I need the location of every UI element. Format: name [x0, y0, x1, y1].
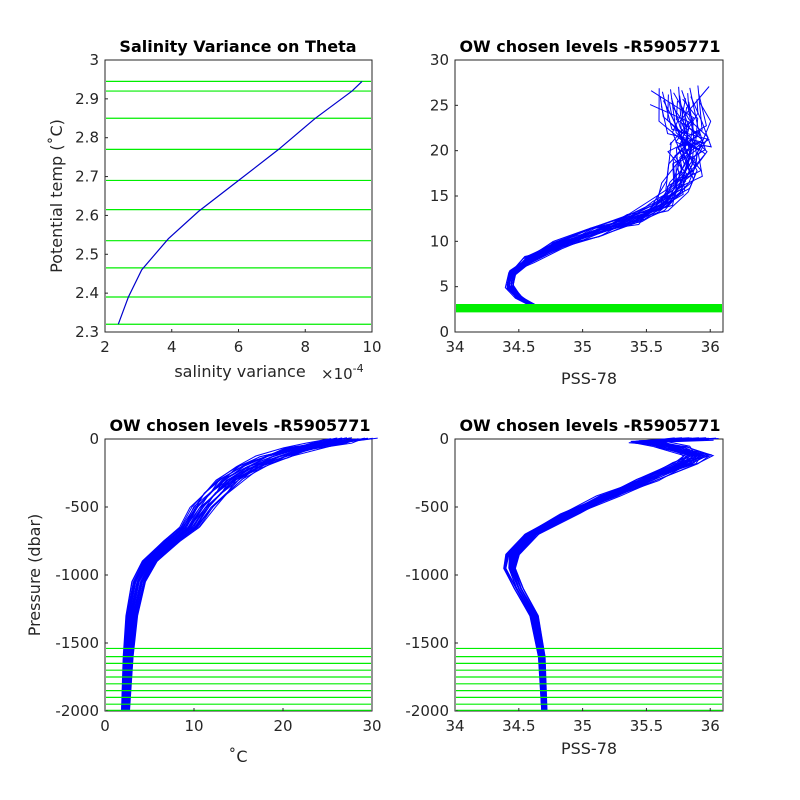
x-tick-label: 35.5: [630, 717, 663, 735]
x-axis-label: PSS-78: [561, 369, 617, 388]
x-axis-label: ˚C: [228, 747, 247, 766]
y-tick-label: -500: [65, 498, 99, 516]
x-tick-label: 34: [445, 338, 464, 356]
y-tick-label: 2.7: [75, 168, 99, 186]
axes-frame: [104, 59, 373, 333]
y-tick-label: 30: [430, 51, 449, 69]
float-profile-line: [513, 437, 717, 712]
x-tick-label: 10: [362, 338, 381, 356]
y-tick-label: 0: [439, 323, 449, 341]
x-tick-label: 10: [184, 717, 203, 735]
x-tick-label: 35.5: [630, 338, 663, 356]
x-exponent-label: ×10-4: [321, 362, 364, 383]
x-tick-label: 36: [701, 717, 720, 735]
x-tick-label: 2: [100, 338, 110, 356]
y-tick-label: -500: [415, 498, 449, 516]
x-tick-label: 36: [701, 338, 720, 356]
y-tick-label: 2.5: [75, 245, 99, 263]
x-tick-label: 35: [573, 717, 592, 735]
x-tick-label: 8: [300, 338, 310, 356]
y-axis-label: Pressure (dbar): [25, 514, 44, 637]
x-tick-label: 35: [573, 338, 592, 356]
chart-title: Salinity Variance on Theta: [119, 37, 356, 56]
x-tick-label: 4: [167, 338, 177, 356]
panel-salinity-pressure: 34 34.5 35 35.5 36 -2000 -1500 -1000 -500 0 OW c…: [405, 416, 724, 758]
y-tick-label: -2000: [405, 702, 449, 720]
y-tick-label: 2.8: [75, 129, 99, 147]
chart-title: OW chosen levels -R5905771: [459, 37, 720, 56]
panel-salinity-variance: 2 4 6 8 10 2.3 2.4 2.5 2.6 2.7 2.8 2.9 3 Salinity V…: [47, 37, 382, 383]
y-tick-label: -2000: [55, 702, 99, 720]
y-tick-label: 15: [430, 187, 449, 205]
variance-curve: [117, 80, 363, 325]
float-profile-line: [512, 98, 708, 312]
x-tick-label: 34: [445, 717, 464, 735]
y-tick-label: -1500: [55, 634, 99, 652]
y-tick-label: 5: [439, 278, 449, 296]
chart-title: OW chosen levels -R5905771: [109, 416, 370, 435]
y-tick-label: -1000: [405, 566, 449, 584]
y-tick-label: 2.9: [75, 90, 99, 108]
x-tick-label: 34.5: [502, 717, 535, 735]
axes-frame: [454, 59, 724, 333]
x-tick-label: 20: [273, 717, 292, 735]
y-tick-label: 25: [430, 96, 449, 114]
y-tick-label: -1500: [405, 634, 449, 652]
x-axis-label: PSS-78: [561, 739, 617, 758]
panel-temperature-pressure: 0 10 20 30 -2000 -1500 -1000 -500 0 OW chosen l…: [25, 416, 382, 766]
y-tick-label: 0: [89, 430, 99, 448]
x-tick-label: 34.5: [502, 338, 535, 356]
chart-title: OW chosen levels -R5905771: [459, 416, 720, 435]
x-exponent-power: -4: [353, 362, 364, 375]
x-tick-label: 6: [234, 338, 244, 356]
y-tick-label: 3: [89, 51, 99, 69]
axes-frame: [454, 438, 724, 712]
y-tick-label: 0: [439, 430, 449, 448]
y-tick-label: 2.3: [75, 323, 99, 341]
x-exponent-base: ×10: [321, 365, 353, 383]
float-profile-line: [129, 437, 365, 712]
panel-theta-salinity: 34 34.5 35 35.5 36 0 5 10 15 20 25 30 OW chosen le…: [430, 37, 724, 388]
y-tick-label: 20: [430, 142, 449, 160]
y-tick-label: 2.6: [75, 206, 99, 224]
x-tick-label: 30: [362, 717, 381, 735]
y-tick-label: 2.4: [75, 284, 99, 302]
x-tick-label: 0: [100, 717, 110, 735]
y-axis-label: Potential temp (˚C): [47, 119, 66, 273]
y-tick-label: 10: [430, 232, 449, 250]
x-axis-label: salinity variance: [174, 362, 305, 381]
float-profile-line: [514, 439, 715, 712]
y-tick-label: -1000: [55, 566, 99, 584]
